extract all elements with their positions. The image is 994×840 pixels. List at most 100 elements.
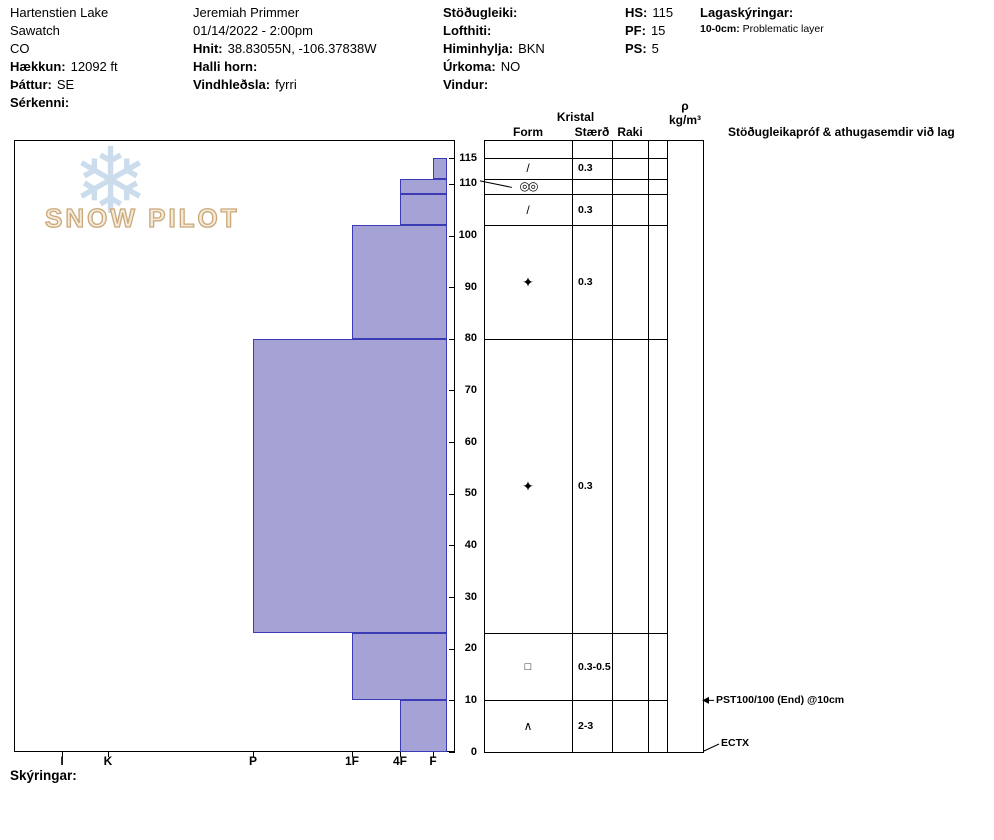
hardness-axis-label: 4F	[392, 754, 408, 768]
site-state: CO	[10, 41, 30, 56]
site-name: Hartenstien Lake	[10, 5, 109, 20]
depth-tick-mark	[449, 752, 455, 753]
size-column-header: Stærð	[574, 125, 610, 139]
hardness-tick-mark	[400, 752, 401, 757]
depth-tick-mark	[449, 183, 455, 185]
depth-tick-label: 60	[464, 435, 477, 448]
facets-icon: □	[524, 660, 532, 673]
layer-boundary-line	[484, 633, 667, 635]
form-size-divider	[572, 140, 573, 752]
snow-layer-bar	[253, 338, 447, 634]
hardness-axis-label: F	[429, 754, 437, 768]
layer-boundary-line	[484, 338, 667, 340]
observation-info-column: Jeremiah Primmer 01/14/2022 - 2:00pm Hni…	[193, 4, 377, 94]
site-aspect: Þáttur: SE	[10, 77, 75, 92]
hardness-chart-area	[14, 140, 455, 752]
layer-boundary-line	[484, 178, 667, 180]
layer-notes-column: Lagaskýringar: 10-0cm: Problematic layer	[700, 4, 824, 36]
grain-size-label: 0.3	[578, 480, 593, 492]
hardness-tick-mark	[253, 752, 254, 757]
density-column-frame	[667, 140, 704, 753]
moisture-column-header: Raki	[617, 125, 643, 139]
layer-note: 10-0cm: Problematic layer	[700, 23, 824, 35]
observation-coords: Hnit: 38.83055N, -106.37838W	[193, 41, 377, 56]
snow-layer-bar	[352, 633, 447, 701]
depth-tick-mark	[449, 442, 455, 444]
wind: Vindur:	[443, 77, 489, 92]
depth-tick-mark	[449, 493, 455, 495]
mixed-forms-icon: ✦	[522, 478, 534, 494]
density-symbol-header: ρ	[681, 99, 689, 113]
site-info-column: Hartenstien Lake Sawatch CO Hækkun: 12092…	[10, 4, 118, 112]
depth-tick-label: 10	[464, 693, 477, 706]
conditions-column: Stöðugleiki: Lofthiti: Himinhylja: BKN Úr…	[443, 4, 545, 94]
legend-label: Skýringar:	[10, 768, 77, 783]
depth-tick-mark	[449, 545, 455, 547]
hardness-tick-mark	[352, 752, 353, 757]
depth-tick-label: 40	[464, 538, 477, 551]
snowpilot-logo: ❄ SNOW PILOT	[40, 136, 237, 248]
total-snow-height: HS: 115	[625, 5, 674, 20]
air-temp: Lofthiti:	[443, 23, 492, 38]
decomposing-fragments-icon: /	[526, 202, 530, 217]
graupel-icon: ◎◎	[519, 179, 539, 194]
depth-tick-label: 115	[459, 151, 477, 164]
hardness-axis-label: P	[248, 754, 258, 768]
decomposing-fragments-icon: /	[526, 161, 530, 176]
snowpilot-logo-text: SNOW PILOT	[44, 202, 240, 233]
wind-loading: Vindhleðsla: fyrri	[193, 77, 297, 92]
depth-tick-label: 50	[464, 487, 477, 500]
slope-angle: Halli horn:	[193, 59, 258, 74]
site-region: Sawatch	[10, 23, 60, 38]
depth-tick-mark	[449, 235, 455, 237]
pf-value: PF: 15	[625, 23, 666, 38]
hardness-axis-label: K	[103, 754, 113, 768]
depth-tick-label: 90	[464, 280, 477, 293]
depth-tick-mark	[449, 338, 455, 340]
layer-notes-title: Lagaskýringar:	[700, 5, 794, 20]
depth-tick-label: 0	[470, 745, 477, 758]
grain-size-label: 2-3	[578, 720, 594, 733]
layer-boundary-line	[484, 225, 667, 227]
depth-tick-mark	[449, 390, 455, 392]
layer-boundary-line	[484, 194, 667, 196]
depth-tick-mark	[449, 158, 455, 159]
hardness-axis-label: I	[60, 754, 64, 768]
depth-tick-mark	[449, 648, 455, 650]
depth-tick-label: 110	[459, 177, 477, 190]
sky-cover: Himinhylja: BKN	[443, 41, 545, 56]
snow-layer-bar	[352, 225, 447, 339]
stability-test-label: PST100/100 (End) @10cm	[716, 694, 845, 707]
form-column-header: Form	[513, 125, 543, 139]
layer-boundary-line	[484, 752, 667, 753]
site-feature: Sérkenni:	[10, 95, 70, 110]
moisture-right-divider	[648, 140, 649, 752]
grain-size-label: 0.3	[578, 203, 593, 216]
hardness-axis-label: 1F	[344, 754, 360, 768]
layer-boundary-line	[484, 158, 667, 159]
totals-column: HS: 115 PF: 15 PS: 5	[625, 4, 673, 58]
depth-tick-mark	[449, 700, 455, 702]
layer-boundary-line	[484, 700, 667, 702]
depth-tick-label: 100	[458, 229, 477, 241]
precipitation: Úrkoma: NO	[443, 59, 521, 74]
size-moisture-divider	[612, 140, 613, 752]
snowflake-icon: ❄	[72, 131, 150, 233]
snow-layer-bar	[433, 158, 447, 179]
snow-layer-bar	[400, 194, 447, 226]
kristal-header: Kristal	[556, 110, 595, 124]
grain-size-label: 0.3-0.5	[578, 660, 611, 673]
depth-tick-label: 20	[464, 642, 477, 655]
depth-hoar-icon: ∧	[523, 719, 533, 734]
stability-test-label: ECTX	[721, 737, 750, 749]
mixed-forms-icon: ✦	[522, 274, 534, 290]
observation-datetime: 01/14/2022 - 2:00pm	[193, 23, 313, 38]
snow-layer-bar	[400, 178, 447, 195]
tests-column-header: Stöðugleikapróf & athugasemdir við lag	[728, 125, 955, 139]
depth-tick-mark	[449, 287, 455, 289]
stability: Stöðugleiki:	[443, 5, 518, 20]
crystal-table-frame	[484, 140, 668, 753]
hardness-tick-mark	[433, 752, 434, 757]
depth-tick-label: 70	[464, 383, 477, 396]
